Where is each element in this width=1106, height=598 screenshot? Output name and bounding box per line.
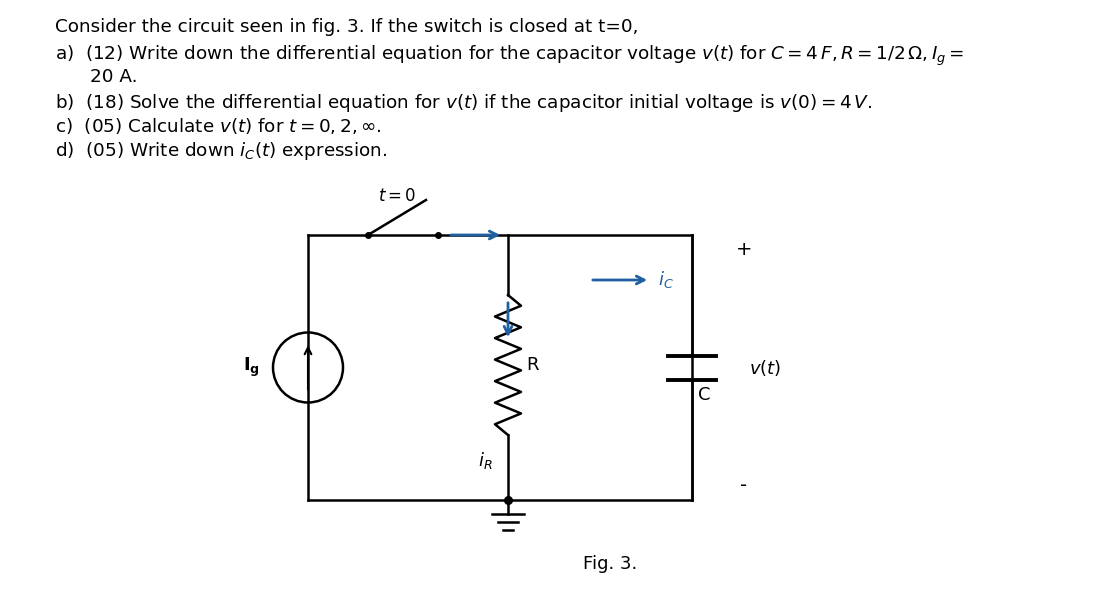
Text: d)  (05) Write down $i_C(t)$ expression.: d) (05) Write down $i_C(t)$ expression.	[55, 140, 387, 162]
Text: $v(t)$: $v(t)$	[749, 358, 781, 377]
Text: +: +	[735, 240, 752, 259]
Text: Consider the circuit seen in fig. 3. If the switch is closed at t=0,: Consider the circuit seen in fig. 3. If …	[55, 18, 638, 36]
Text: $i_R$: $i_R$	[478, 450, 492, 471]
Text: R: R	[526, 356, 539, 374]
Text: Fig. 3.: Fig. 3.	[583, 555, 637, 573]
Text: b)  (18) Solve the differential equation for $v(t)$ if the capacitor initial vol: b) (18) Solve the differential equation …	[55, 92, 873, 114]
Text: C: C	[698, 386, 710, 404]
Text: a)  (12) Write down the differential equation for the capacitor voltage $v(t)$ f: a) (12) Write down the differential equa…	[55, 44, 964, 68]
Text: $t = 0$: $t = 0$	[378, 187, 416, 205]
Text: 20 A.: 20 A.	[90, 68, 137, 86]
Text: c)  (05) Calculate $v(t)$ for $t = 0, 2, \infty$.: c) (05) Calculate $v(t)$ for $t = 0, 2, …	[55, 116, 382, 136]
Text: $\mathbf{I_g}$: $\mathbf{I_g}$	[243, 356, 260, 379]
Text: -: -	[740, 476, 748, 495]
Text: $i_C$: $i_C$	[658, 270, 674, 291]
